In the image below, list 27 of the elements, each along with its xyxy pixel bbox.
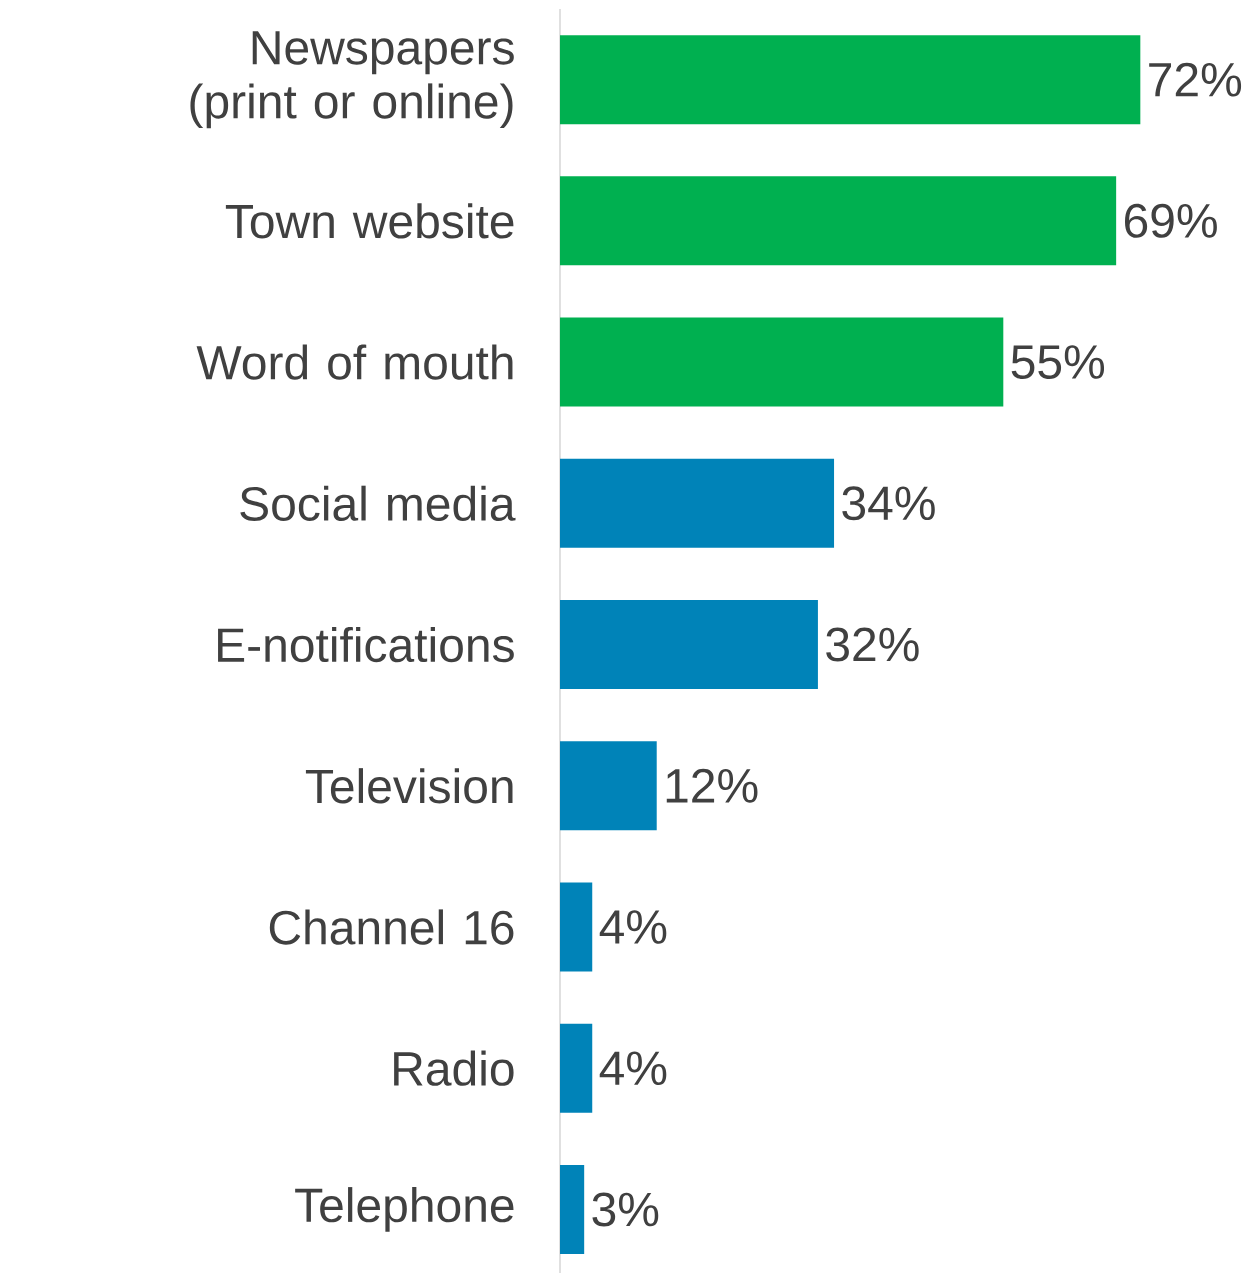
bar <box>560 458 835 548</box>
bar <box>560 1164 585 1254</box>
y-tick-label: E-notifications <box>218 626 514 663</box>
data-label: 72% <box>1149 62 1242 97</box>
y-tick-label: Radio <box>394 1050 514 1086</box>
data-label: 4% <box>599 910 667 944</box>
data-label: 32% <box>826 627 919 662</box>
y-tick-label: Channel 16 <box>269 909 514 945</box>
bar <box>560 1023 593 1113</box>
data-label: 4% <box>599 1051 667 1086</box>
bar <box>560 600 818 690</box>
y-tick-label: Town website <box>225 203 514 239</box>
bar <box>560 176 1117 266</box>
data-label: 69% <box>1124 203 1217 238</box>
y-tick-label: Word of mouth <box>196 344 513 380</box>
bar <box>560 317 1004 407</box>
data-label: 55% <box>1011 345 1105 379</box>
y-tick-label: Telephone <box>295 1187 514 1232</box>
bar <box>560 35 1141 125</box>
bar <box>560 741 657 831</box>
y-tick-label: Newspapers (print or online) <box>190 31 514 129</box>
data-label: 12% <box>666 768 758 803</box>
data-label: 3% <box>592 1192 659 1227</box>
data-label: 34% <box>842 486 935 521</box>
y-tick-label: Social media <box>240 485 516 521</box>
y-tick-label: Television <box>305 768 513 804</box>
bar <box>560 882 593 972</box>
